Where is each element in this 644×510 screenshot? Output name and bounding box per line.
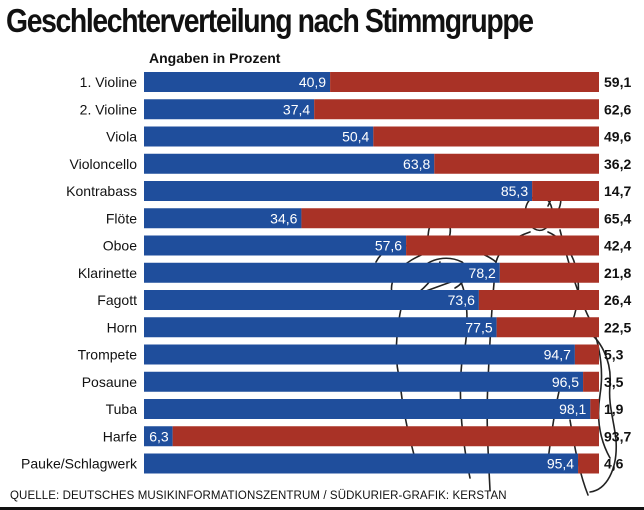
category-label: Horn — [107, 319, 137, 335]
value-label-b: 21,8 — [604, 265, 631, 281]
value-label-a: 40,9 — [299, 74, 326, 90]
value-label-a: 57,6 — [375, 238, 402, 254]
bar-segment-b — [532, 181, 599, 201]
value-label-a: 37,4 — [283, 101, 310, 117]
bar-segment-a — [144, 153, 435, 174]
value-label-b: 59,1 — [604, 74, 631, 90]
bar-segment-b — [478, 290, 599, 310]
value-label-b: 93,7 — [604, 428, 631, 444]
value-label-b: 65,4 — [604, 210, 631, 226]
bar-segment-b — [499, 262, 599, 283]
value-label-b: 36,2 — [604, 156, 631, 172]
bar-segment-b — [590, 399, 599, 419]
value-label-a: 96,5 — [552, 374, 579, 390]
value-label-b: 42,4 — [604, 238, 631, 254]
category-label: Pauke/Schlagwerk — [21, 456, 138, 472]
bar-segment-b — [330, 72, 599, 92]
value-label-a: 50,4 — [342, 129, 369, 145]
bar-segment-b — [578, 453, 599, 474]
bar-segment-a — [144, 399, 591, 419]
category-label: 1. Violine — [80, 74, 138, 90]
value-label-b: 14,7 — [604, 183, 631, 199]
category-label: Flöte — [106, 210, 137, 226]
category-label: Oboe — [103, 238, 137, 254]
bar-segment-a — [144, 344, 575, 365]
value-label-a: 85,3 — [501, 183, 528, 199]
bar-segment-a — [144, 181, 533, 201]
bar-segment-b — [496, 317, 599, 338]
value-label-a: 6,3 — [149, 428, 169, 444]
bar-segment-b — [172, 426, 600, 447]
value-label-a: 73,6 — [448, 292, 475, 308]
category-label: Tuba — [106, 401, 138, 417]
category-label: Harfe — [103, 428, 137, 444]
bar-segment-a — [144, 426, 173, 447]
bar-segment-b — [583, 371, 599, 392]
value-label-b: 1,9 — [604, 401, 624, 417]
value-label-b: 49,6 — [604, 129, 631, 145]
value-label-b: 5,3 — [604, 347, 624, 363]
value-label-a: 95,4 — [547, 456, 574, 472]
chart-subtitle: Angaben in Prozent — [149, 50, 281, 66]
value-label-a: 94,7 — [544, 347, 571, 363]
value-label-a: 63,8 — [403, 156, 430, 172]
category-label: Klarinette — [78, 265, 137, 281]
category-label: Trompete — [78, 347, 138, 363]
bar-segment-a — [144, 235, 407, 256]
bar-segment-b — [434, 153, 599, 174]
bar-segment-a — [144, 290, 479, 310]
value-label-b: 26,4 — [604, 292, 631, 308]
bar-segment-b — [373, 126, 599, 147]
bar-segment-a — [144, 208, 302, 229]
value-label-a: 77,5 — [465, 319, 492, 335]
category-label: Viola — [106, 129, 137, 145]
bar-segment-a — [144, 72, 331, 92]
bar-segment-a — [144, 453, 579, 474]
value-label-b: 4,6 — [604, 456, 624, 472]
chart-title: Geschlechterverteilung nach Stimmgruppe — [6, 2, 534, 39]
value-label-b: 22,5 — [604, 319, 631, 335]
bar-segment-b — [301, 208, 599, 229]
bar-segment-b — [574, 344, 599, 365]
value-label-a: 78,2 — [469, 265, 496, 281]
bar-segment-a — [144, 126, 374, 147]
category-label: Fagott — [97, 292, 137, 308]
source-note: QUELLE: DEUTSCHES MUSIKINFORMATIONSZENTR… — [10, 490, 507, 502]
category-label: 2. Violine — [80, 101, 138, 117]
value-label-b: 62,6 — [604, 101, 631, 117]
category-label: Violoncello — [70, 156, 138, 172]
bar-segment-b — [314, 99, 599, 120]
bar-segment-a — [144, 317, 497, 338]
bar-segment-b — [406, 235, 599, 256]
value-label-a: 98,1 — [559, 401, 586, 417]
value-label-b: 3,5 — [604, 374, 624, 390]
bottom-rule — [0, 507, 644, 510]
bar-segment-a — [144, 99, 315, 120]
bar-segment-a — [144, 371, 584, 392]
category-label: Posaune — [82, 374, 137, 390]
value-label-a: 34,6 — [270, 210, 297, 226]
bar-segment-a — [144, 262, 500, 283]
category-label: Kontrabass — [66, 183, 137, 199]
